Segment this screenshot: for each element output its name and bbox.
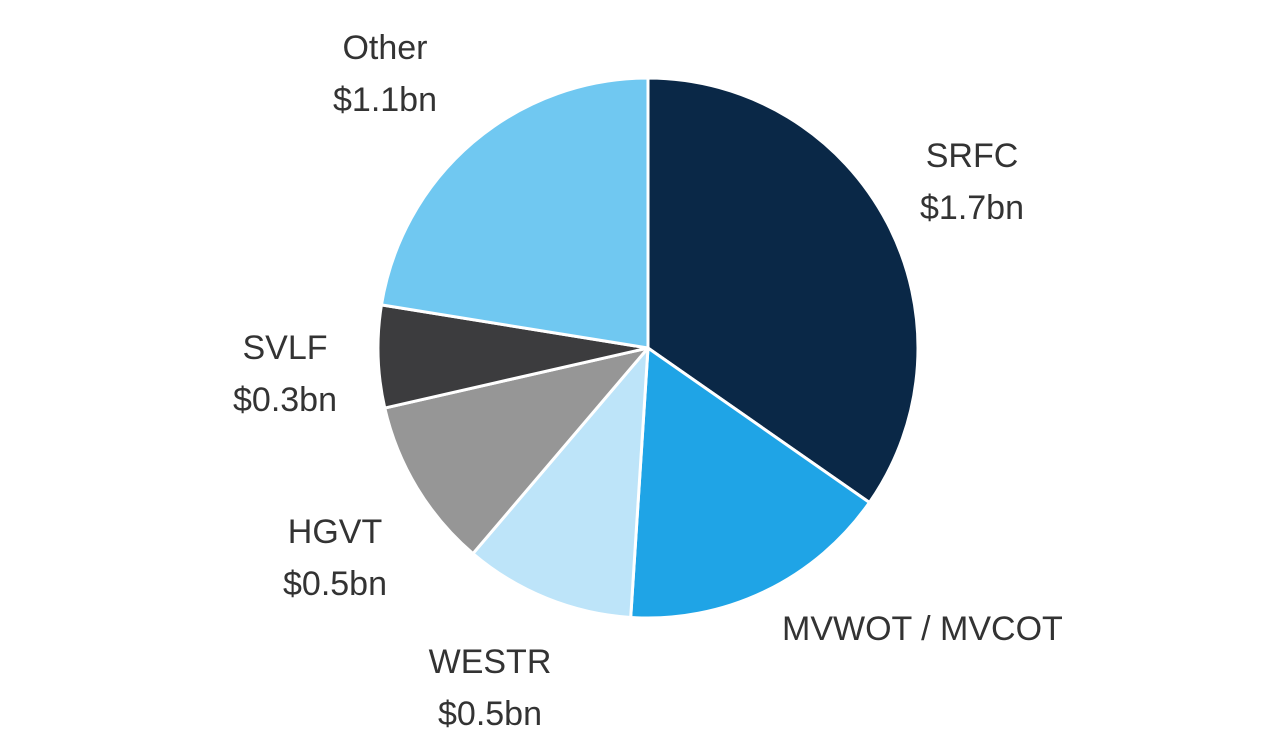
pie-slice-mvwot-mvcot	[629, 346, 871, 620]
slice-name: HGVT	[287, 513, 383, 551]
slice-name: Other	[342, 29, 428, 67]
slice-value: $1.7bn	[920, 189, 1024, 227]
slice-value: $0.5bn	[283, 565, 387, 603]
slice-label-srfc: SRFC $1.7bn	[862, 130, 1082, 234]
slice-value: $1.1bn	[333, 81, 437, 119]
pie-slice-hgvt	[383, 346, 650, 556]
slice-name: MVWOT / MVCOT	[782, 610, 1063, 648]
pie-chart	[376, 76, 920, 620]
slice-value: $0.3bn	[233, 381, 337, 419]
slice-label-mvwot-mvcot: MVWOT / MVCOT	[782, 603, 1063, 655]
pie-slice-srfc	[646, 76, 920, 504]
slice-name: WESTR	[428, 643, 552, 681]
pie-slice-other	[379, 76, 650, 350]
slice-label-hgvt: HGVT $0.5bn	[225, 506, 445, 610]
slice-label-westr: WESTR $0.5bn	[380, 636, 600, 740]
slice-value: $0.5bn	[438, 695, 542, 733]
slice-name: SRFC	[925, 137, 1019, 175]
slice-label-svlf: SVLF $0.3bn	[175, 322, 395, 426]
pie-slice-westr	[471, 346, 650, 619]
slice-name: SVLF	[242, 329, 328, 367]
slice-label-other: Other $1.1bn	[275, 22, 495, 126]
